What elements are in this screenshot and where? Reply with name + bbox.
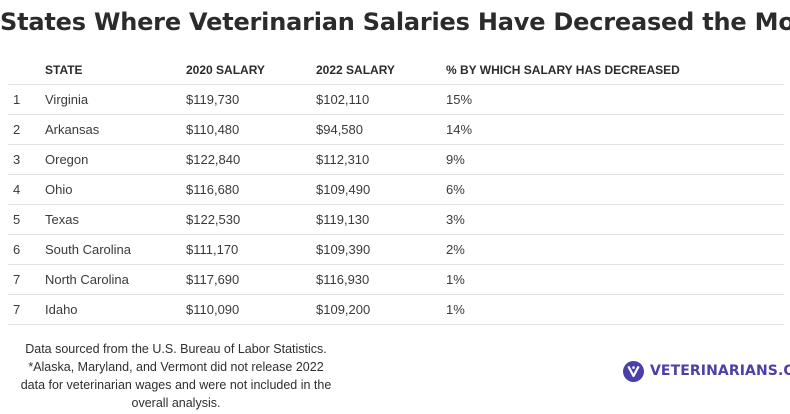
footnote-line: data for veterinarian wages and were not… (20, 378, 332, 392)
veterinarians-logo-icon (623, 360, 644, 382)
cell-2020-salary: $119,730 (186, 84, 316, 115)
header-2020-salary: 2020 SALARY (186, 56, 316, 85)
footnote-line: Data sourced from the U.S. Bureau of Lab… (25, 342, 327, 356)
table-row: 7 North Carolina $117,690 $116,930 1% (8, 264, 784, 295)
cell-percent-decrease: 15% (446, 84, 784, 115)
cell-2020-salary: $110,090 (186, 294, 316, 325)
cell-2022-salary: $112,310 (316, 144, 446, 175)
brand-name: VETERINARIANS.ORG (650, 363, 790, 379)
table-row: 4 Ohio $116,680 $109,490 6% (8, 174, 784, 205)
cell-rank: 7 (8, 294, 45, 325)
footnote-line: *Alaska, Maryland, and Vermont did not r… (28, 360, 324, 374)
salary-table: STATE 2020 SALARY 2022 SALARY % BY WHICH… (8, 56, 784, 325)
cell-percent-decrease: 9% (446, 144, 784, 175)
cell-2020-salary: $122,530 (186, 204, 316, 235)
cell-percent-decrease: 14% (446, 114, 784, 145)
cell-rank: 1 (8, 84, 45, 115)
page-title: States Where Veterinarian Salaries Have … (0, 8, 790, 36)
header-2022-salary: 2022 SALARY (316, 56, 446, 85)
header-rank (8, 56, 45, 85)
cell-2020-salary: $122,840 (186, 144, 316, 175)
cell-percent-decrease: 3% (446, 204, 784, 235)
table-row: 3 Oregon $122,840 $112,310 9% (8, 144, 784, 175)
table-header-row: STATE 2020 SALARY 2022 SALARY % BY WHICH… (8, 56, 784, 85)
cell-state: Idaho (45, 294, 186, 325)
cell-2022-salary: $109,200 (316, 294, 446, 325)
cell-percent-decrease: 1% (446, 264, 784, 295)
cell-2020-salary: $116,680 (186, 174, 316, 205)
cell-state: South Carolina (45, 234, 186, 265)
footnote-line: overall analysis. (131, 396, 221, 410)
cell-state: Arkansas (45, 114, 186, 145)
table-row: 5 Texas $122,530 $119,130 3% (8, 204, 784, 235)
cell-percent-decrease: 6% (446, 174, 784, 205)
table-row: 7 Idaho $110,090 $109,200 1% (8, 294, 784, 325)
cell-state: Oregon (45, 144, 186, 175)
cell-rank: 3 (8, 144, 45, 175)
cell-2020-salary: $111,170 (186, 234, 316, 265)
cell-2020-salary: $110,480 (186, 114, 316, 145)
table-row: 6 South Carolina $111,170 $109,390 2% (8, 234, 784, 265)
cell-2022-salary: $109,490 (316, 174, 446, 205)
data-source-footnote: Data sourced from the U.S. Bureau of Lab… (6, 340, 346, 412)
cell-percent-decrease: 2% (446, 234, 784, 265)
cell-2022-salary: $116,930 (316, 264, 446, 295)
brand-logo: VETERINARIANS.ORG (623, 360, 790, 382)
cell-state: Ohio (45, 174, 186, 205)
cell-rank: 6 (8, 234, 45, 265)
cell-2022-salary: $119,130 (316, 204, 446, 235)
cell-rank: 5 (8, 204, 45, 235)
cell-2022-salary: $94,580 (316, 114, 446, 145)
cell-rank: 2 (8, 114, 45, 145)
table-row: 2 Arkansas $110,480 $94,580 14% (8, 114, 784, 145)
cell-state: North Carolina (45, 264, 186, 295)
cell-rank: 7 (8, 264, 45, 295)
cell-percent-decrease: 1% (446, 294, 784, 325)
cell-state: Virginia (45, 84, 186, 115)
header-percent-decrease: % BY WHICH SALARY HAS DECREASED (446, 56, 784, 85)
cell-2022-salary: $102,110 (316, 84, 446, 115)
cell-state: Texas (45, 204, 186, 235)
table-row: 1 Virginia $119,730 $102,110 15% (8, 84, 784, 115)
cell-2020-salary: $117,690 (186, 264, 316, 295)
header-state: STATE (45, 56, 186, 85)
cell-rank: 4 (8, 174, 45, 205)
cell-2022-salary: $109,390 (316, 234, 446, 265)
